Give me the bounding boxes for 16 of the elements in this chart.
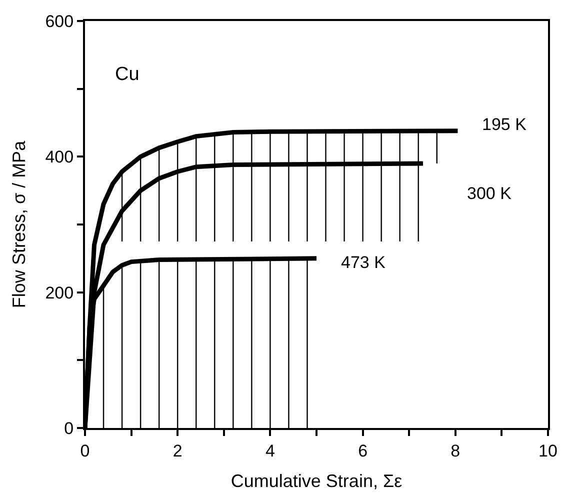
x-tick-label: 10 [538,441,558,460]
y-tick-label: 400 [45,148,74,167]
y-tick-label: 200 [45,283,74,302]
x-tick-label: 4 [265,441,275,460]
y-axis-title: Flow Stress, σ / MPa [8,140,29,308]
y-tick-label: 600 [45,12,74,31]
x-tick-label: 6 [358,441,368,460]
y-tick-label: 0 [64,418,74,438]
x-tick-label: 0 [80,441,90,460]
annotation: Cu [115,64,140,85]
series-label: 473 K [341,253,386,272]
x-axis-title: Cumulative Strain, Σε [230,471,402,491]
series-label: 195 K [482,115,528,134]
text: 300 K [467,184,512,203]
x-tick-label: 2 [172,441,182,460]
x-tick-label: 8 [450,441,460,460]
